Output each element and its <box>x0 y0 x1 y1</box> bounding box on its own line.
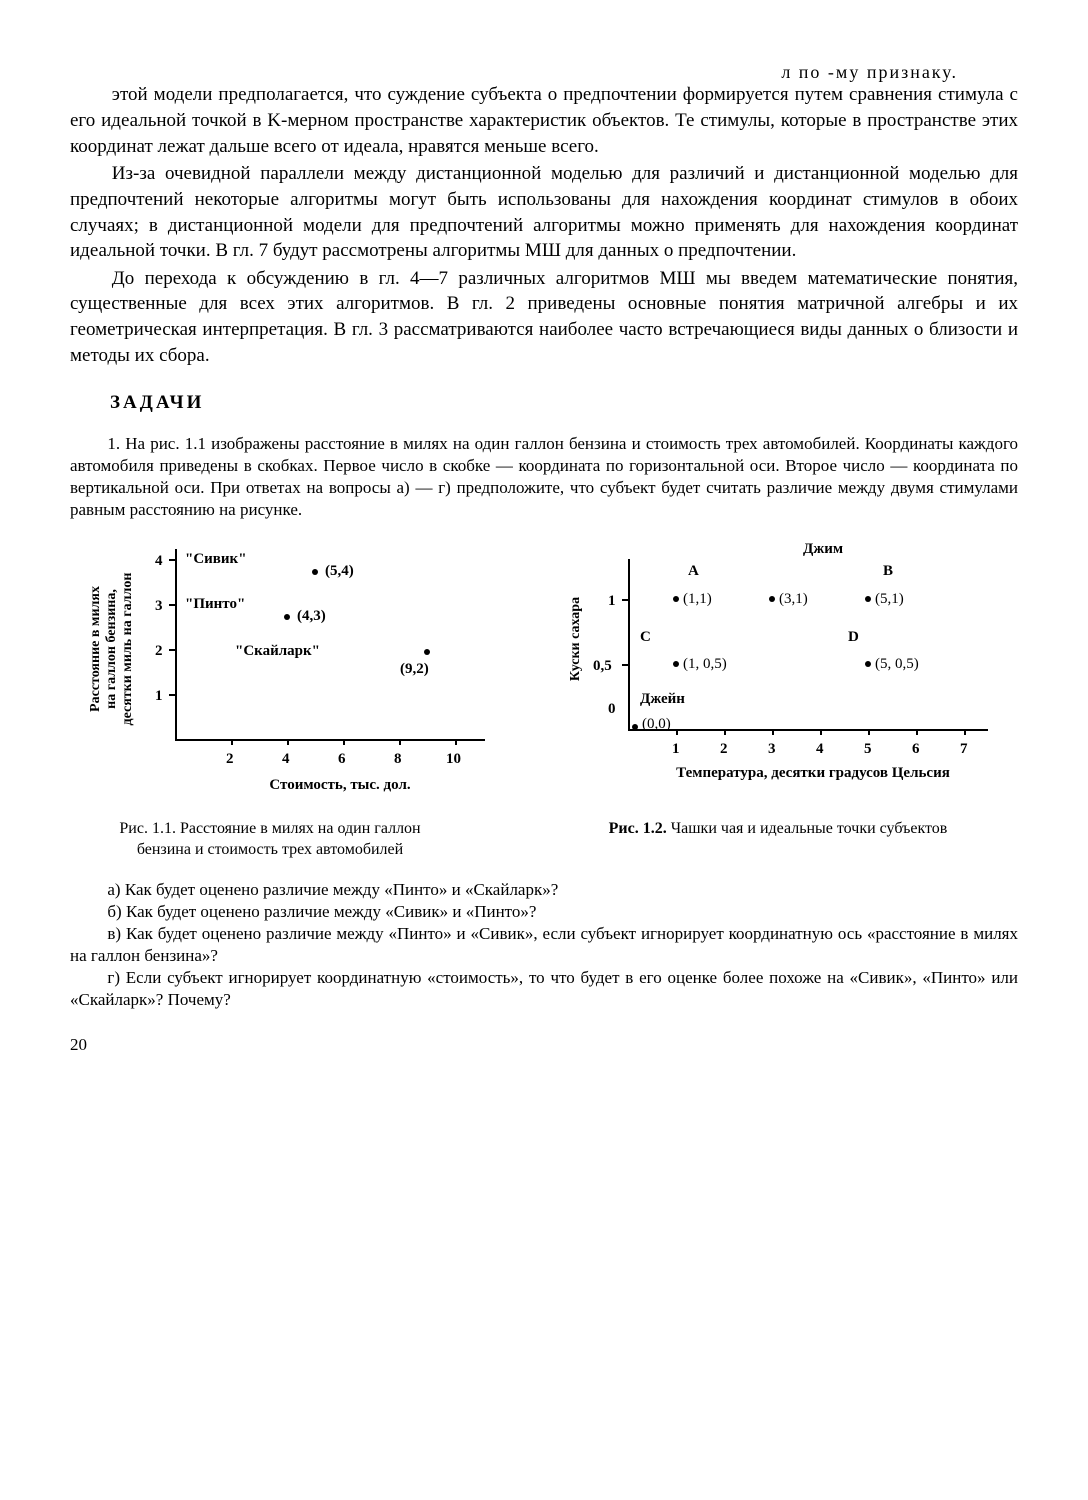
fig1-ylabel: Расстояние в милях на галлон бензина, де… <box>88 549 136 749</box>
fig1-y-axis <box>175 549 177 741</box>
fig2-coord-B: (5,1) <box>875 589 904 609</box>
fig2-xtick-3: 3 <box>768 739 776 759</box>
fig2-xtick-2: 2 <box>720 739 728 759</box>
fig1-pt-pinto-coord: (4,3) <box>297 606 326 626</box>
fig2-coord-C: (1, 0,5) <box>683 654 727 674</box>
fig2-pt-D <box>865 661 871 667</box>
fig1-pt-civic-name: "Сивик" <box>185 549 247 569</box>
fig1-ytick-2: 2 <box>155 641 163 661</box>
fig2-pt-A <box>673 596 679 602</box>
tasks-heading: ЗАДАЧИ <box>110 390 1018 416</box>
fig2-letter-jane: Джейн <box>640 689 685 709</box>
fig2-caption: Рис. 1.2. Чашки чая и идеальные точки су… <box>578 819 978 861</box>
fig2-coord-31: (3,1) <box>779 589 808 609</box>
fig2-ytick-0: 0 <box>608 699 616 719</box>
questions: а) Как будет оценено различие между «Пин… <box>70 879 1018 1012</box>
fig2-pt-C <box>673 661 679 667</box>
fig2-coord-A: (1,1) <box>683 589 712 609</box>
paragraph-3: До перехода к обсуждению в гл. 4—7 разли… <box>70 266 1018 369</box>
fig2-pt-31 <box>769 596 775 602</box>
fig1-xtick-8: 8 <box>394 749 402 769</box>
fig1-pt-pinto-name: "Пинто" <box>185 594 245 614</box>
fig2-title-top: Джим <box>803 539 843 559</box>
fig1-xlabel: Стоимость, тыс. дол. <box>240 775 440 795</box>
fig2-letter-B: B <box>883 561 893 581</box>
fig2-letter-D: D <box>848 627 859 647</box>
fig1-xtick-10: 10 <box>446 749 461 769</box>
fig2-coord-D: (5, 0,5) <box>875 654 919 674</box>
fig2-pt-B <box>865 596 871 602</box>
fig2-ytick-05: 0,5 <box>593 656 612 676</box>
fig2-xtick-7: 7 <box>960 739 968 759</box>
header-fragment: л по -му признаку. <box>70 60 1018 84</box>
fig2-ylabel: Куски сахара <box>568 559 584 719</box>
fig2-x-axis <box>628 729 988 731</box>
page-number: 20 <box>70 1034 1018 1057</box>
question-d: г) Если субъект игнорирует координатную … <box>70 967 1018 1011</box>
fig1-xtick-6: 6 <box>338 749 346 769</box>
figure-1-1: Расстояние в милях на галлон бензина, де… <box>70 539 510 809</box>
figure-1-2: Джим Куски сахара 1 0,5 0 1 2 3 4 5 6 7 … <box>548 539 1018 809</box>
fig2-xlabel: Температура, десятки градусов Цельсия <box>628 763 998 783</box>
question-b: б) Как будет оценено различие между «Сив… <box>70 901 1018 923</box>
question-c: в) Как будет оценено различие между «Пин… <box>70 923 1018 967</box>
fig2-xtick-1: 1 <box>672 739 680 759</box>
fig1-pt-civic <box>312 569 318 575</box>
captions-row: Рис. 1.1. Расстояние в милях на один гал… <box>70 819 1018 861</box>
fig1-caption: Рис. 1.1. Расстояние в милях на один гал… <box>110 819 430 861</box>
fig1-ytick-1: 1 <box>155 686 163 706</box>
fig2-letter-A: A <box>688 561 699 581</box>
task-1-intro: 1. На рис. 1.1 изображены расстояние в м… <box>70 433 1018 521</box>
fig1-ytick-4: 4 <box>155 551 163 571</box>
fig1-ytick-3: 3 <box>155 596 163 616</box>
fig1-x-axis <box>175 739 485 741</box>
fig2-xtick-6: 6 <box>912 739 920 759</box>
fig2-xtick-5: 5 <box>864 739 872 759</box>
question-a: а) Как будет оценено различие между «Пин… <box>70 879 1018 901</box>
fig2-xtick-4: 4 <box>816 739 824 759</box>
paragraph-2: Из-за очевидной параллели между дистанци… <box>70 161 1018 264</box>
fig2-y-axis <box>628 559 630 731</box>
fig2-ytick-1: 1 <box>608 591 616 611</box>
fig1-xtick-2: 2 <box>226 749 234 769</box>
figures-row: Расстояние в милях на галлон бензина, де… <box>70 539 1018 809</box>
paragraph-1: этой модели предполагается, что суждение… <box>70 82 1018 159</box>
fig1-pt-skylark <box>424 649 430 655</box>
fig1-pt-skylark-name: "Скайларк" <box>235 641 320 661</box>
fig1-pt-civic-coord: (5,4) <box>325 561 354 581</box>
fig1-pt-pinto <box>284 614 290 620</box>
fig2-letter-C: C <box>640 627 651 647</box>
fig1-xtick-4: 4 <box>282 749 290 769</box>
fig2-coord-jane: (0,0) <box>642 714 671 734</box>
fig1-pt-skylark-coord: (9,2) <box>400 659 429 679</box>
